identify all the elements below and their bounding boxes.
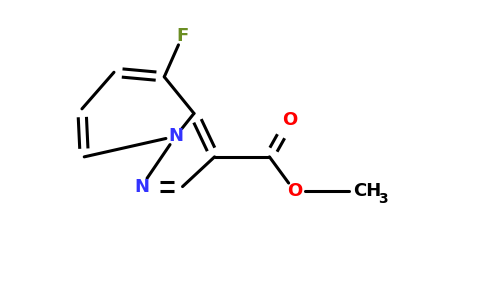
Text: O: O xyxy=(287,182,302,200)
Text: N: N xyxy=(168,127,183,145)
Text: 3: 3 xyxy=(378,192,388,206)
Text: N: N xyxy=(134,178,149,196)
Text: CH: CH xyxy=(353,182,381,200)
Text: O: O xyxy=(282,111,298,129)
Text: F: F xyxy=(177,27,189,45)
